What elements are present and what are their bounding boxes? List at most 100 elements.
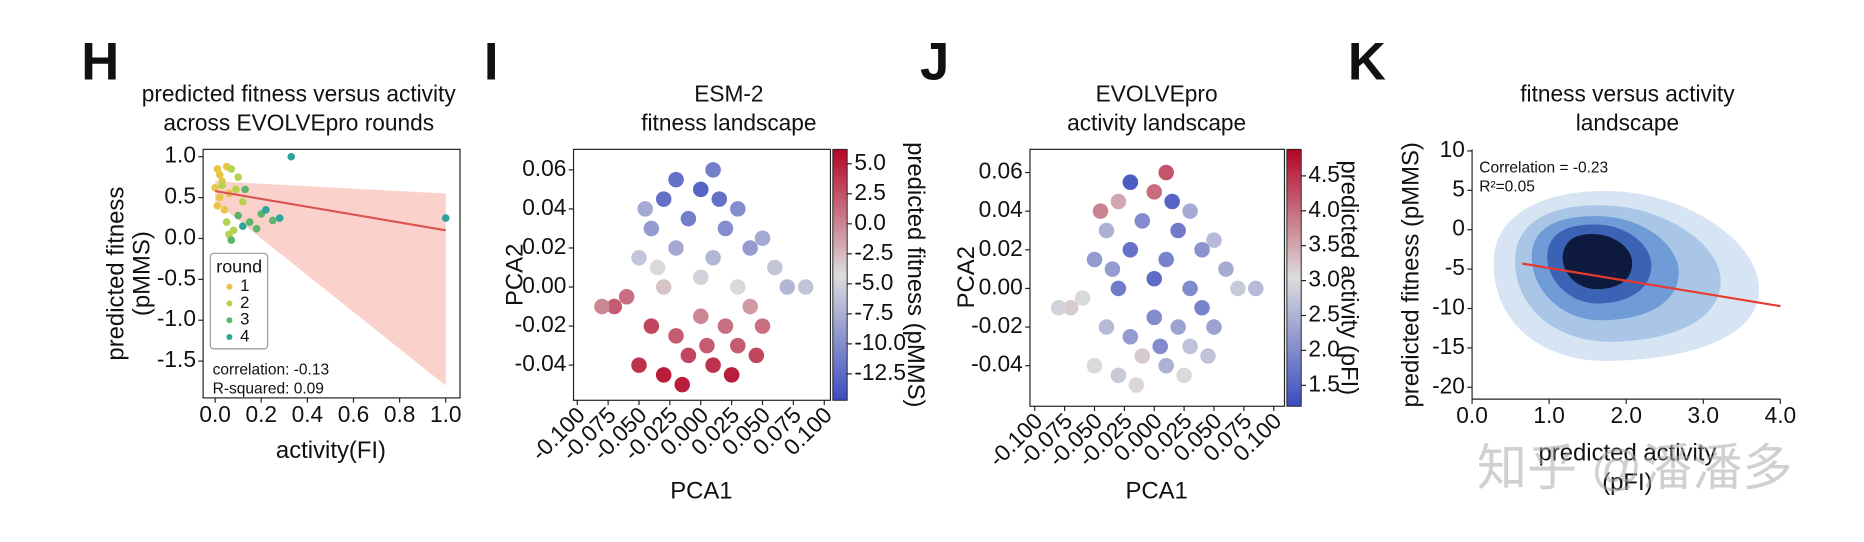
hex-cell: [730, 279, 746, 295]
colorbar-tick-label: -10.0: [854, 329, 906, 355]
hex-cell: [655, 367, 672, 383]
plot-area: [1050, 164, 1264, 393]
hex-cell: [1086, 357, 1103, 374]
y-tick-label: -0.02: [515, 311, 567, 337]
hex-cell: [1086, 251, 1103, 268]
y-tick-label: -0.04: [515, 350, 567, 376]
plot-area: [1493, 190, 1781, 361]
y-axis-label: PCA2: [501, 244, 528, 306]
density-contours: [1493, 190, 1759, 361]
data-point: [220, 206, 229, 214]
x-tick-label: 0.8: [384, 401, 416, 427]
x-tick-label: 0.0: [199, 401, 231, 427]
colorbar-label: predicted activity (pFI): [1336, 160, 1363, 395]
y-axis-label: PCA2: [953, 246, 980, 308]
y-tick-label: 5: [1452, 175, 1465, 201]
x-tick-label: 0.6: [338, 401, 370, 427]
legend-label: 4: [240, 326, 249, 345]
legend-box: [209, 252, 269, 350]
hex-cell: [1164, 193, 1180, 210]
y-tick-label: 0.06: [979, 158, 1023, 184]
hex-cell: [1050, 299, 1067, 316]
y-tick-label: 0.5: [164, 183, 196, 209]
data-point: [262, 206, 270, 214]
y-axis-label: predicted fitness: [102, 187, 129, 361]
hex-cell: [1110, 280, 1127, 297]
x-tick-label: 3.0: [1688, 402, 1720, 428]
colorbar: [832, 148, 848, 401]
hex-cell: [1098, 319, 1115, 335]
y-tick-label: -15: [1432, 333, 1465, 359]
x-axis-label: (pFI): [1602, 469, 1652, 496]
axes-frame: [202, 148, 461, 399]
axes-frame: [1029, 148, 1286, 407]
regression-line: [214, 189, 446, 232]
colorbar-tick-label: 2.5: [1308, 301, 1340, 327]
hex-cell: [699, 337, 715, 354]
panel-letter: K: [1348, 33, 1386, 92]
data-point: [218, 181, 226, 190]
legend-label: 1: [240, 276, 249, 295]
hex-cell: [1104, 261, 1121, 277]
colorbar-tick-label: 5.0: [854, 149, 886, 175]
y-tick-label: 0.00: [522, 272, 566, 298]
hex-cell: [742, 240, 758, 256]
hex-cell: [767, 259, 783, 276]
data-point: [287, 152, 296, 161]
plot-area: [211, 152, 450, 386]
chart-title: ESM-2: [694, 81, 763, 107]
hex-cell: [668, 171, 684, 188]
data-point: [215, 193, 224, 202]
hex-cell: [618, 289, 635, 305]
hex-cell: [1134, 348, 1151, 364]
colorbar-tick-label: -2.5: [854, 239, 893, 265]
annotation: R²=0.05: [1479, 179, 1535, 196]
annotation: R-squared: 0.09: [213, 381, 324, 398]
hex-cell: [730, 201, 746, 217]
hex-cell: [1194, 299, 1210, 316]
hex-cell: [655, 191, 672, 207]
hex-cell: [1158, 357, 1174, 374]
hex-cell: [692, 308, 709, 325]
hex-cell: [711, 191, 728, 207]
annotation: correlation: -0.13: [213, 362, 329, 379]
hex-cell: [1182, 338, 1198, 355]
x-tick-label: 4.0: [1765, 402, 1797, 428]
colorbar-tick-label: 4.5: [1308, 161, 1340, 187]
x-tick-label: 0.0: [1456, 402, 1488, 428]
y-axis-label: predicted fitness (pMMS): [1398, 142, 1425, 407]
hex-cell: [680, 210, 697, 227]
plot-area: [594, 162, 814, 393]
data-point: [241, 185, 249, 194]
hex-cell: [1170, 319, 1186, 335]
data-point: [252, 224, 261, 233]
hex-cell: [674, 376, 690, 393]
legend-marker: [226, 300, 233, 307]
y-tick-label: 0.04: [979, 196, 1023, 222]
x-axis-label: PCA1: [1125, 478, 1187, 505]
colorbar-tick-label: 0.0: [854, 209, 886, 235]
colorbar-tick-label: 3.0: [1308, 266, 1340, 292]
panel-letter: H: [81, 33, 119, 92]
hex-cell: [637, 201, 653, 217]
data-point: [213, 165, 222, 173]
hex-cell: [643, 220, 660, 237]
hex-cell: [1182, 280, 1198, 297]
hex-cell: [705, 357, 721, 373]
chart-title: fitness versus activity: [1520, 81, 1735, 107]
y-axis-label: (pMMS): [129, 231, 156, 316]
hex-cell: [748, 347, 765, 364]
legend-label: 2: [240, 293, 249, 312]
hex-cell: [1146, 184, 1163, 200]
colorbar-tick-label: 3.5: [1308, 231, 1340, 257]
y-tick-label: 0.04: [522, 194, 566, 220]
hex-cell: [1146, 271, 1163, 287]
colorbar: [1286, 148, 1302, 407]
colorbar-tick-label: -12.5: [854, 359, 906, 385]
chart-title: EVOLVEpro: [1096, 81, 1218, 107]
colorbar-tick-label: 4.0: [1308, 196, 1340, 222]
legend-marker: [226, 317, 233, 324]
